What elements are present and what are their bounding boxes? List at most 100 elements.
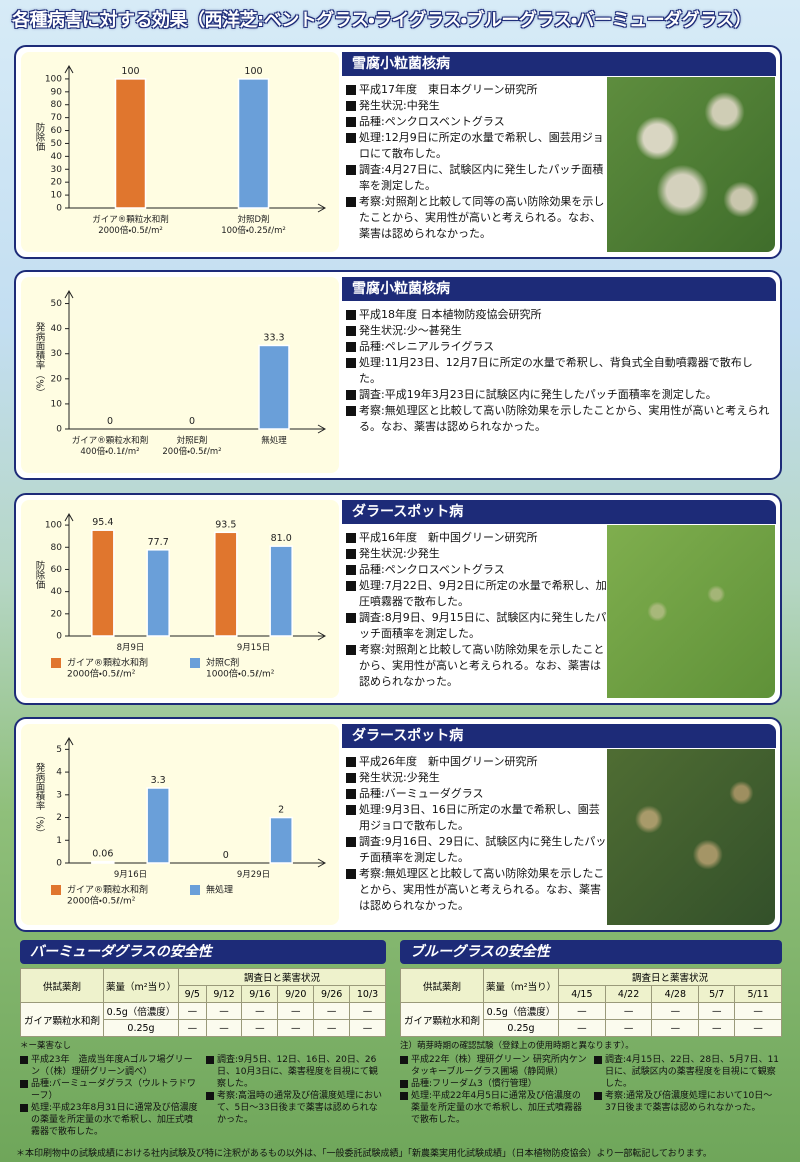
result-cell: — <box>604 1019 653 1037</box>
bullet: 調査:9月16日、29日に、試験区内に発生したパッチ面積率を測定した。 <box>346 834 608 866</box>
bullet: 処理:9月3日、16日に所定の水量で希釈し、園芸用ジョロで散布した。 <box>346 802 608 834</box>
date-cell: 9/26 <box>313 985 351 1003</box>
y-tick-label: 30 <box>51 349 63 359</box>
result-cell: — <box>698 1002 736 1020</box>
result-cell: — <box>651 1019 700 1037</box>
value-label: 81.0 <box>271 533 292 544</box>
y-axis-label: 防除価 <box>34 122 46 151</box>
value-label: 3.3 <box>151 775 166 786</box>
bullet: 平成17年度 東日本グリーン研究所 <box>346 82 608 98</box>
bullet: 品種:バーミューダグラス <box>346 786 608 802</box>
table-note: ＊ー薬害なし <box>20 1041 72 1051</box>
bullet: 調査:平成19年3月23日に試験区内に発生したパッチ面積率を測定した。 <box>346 387 774 403</box>
bullet: 処理:平成23年8月31日に通常及び倍濃度の薬量を所定量の水で希釈し、加圧式噴霧… <box>20 1102 200 1138</box>
bullet: 発生状況:少発生 <box>346 546 608 562</box>
product-cell: ガイア顆粒水和剤 <box>20 1002 104 1037</box>
y-tick-label: 3 <box>56 790 62 800</box>
result-cell: — <box>604 1002 653 1020</box>
safety-table: 供試薬剤 薬量（m²当り） 調査日と薬害状況 4/15 4/22 4/28 5/7 5/11 ガ… <box>400 968 782 1037</box>
legend-label: 無処理 <box>206 884 233 896</box>
value-label: 2 <box>278 805 284 816</box>
notes-column: 平成22年（株）理研グリーン 研究所内ケンタッキーブルーグラス圃場（静岡県） 品種… <box>400 1054 588 1126</box>
result-cell: — <box>558 1019 606 1037</box>
y-axis-label: 発病面積率（%） <box>34 762 46 838</box>
y-tick-label: 100 <box>45 74 62 84</box>
bullet: 考察:対照剤と比較して同等の高い防除効果を示したことから、実用性が高いと考えられ… <box>346 194 608 242</box>
axis-arrow <box>317 858 327 868</box>
axis-arrow <box>317 203 327 213</box>
y-tick-label: 0 <box>56 425 62 435</box>
result-cell: — <box>734 1002 782 1020</box>
photo <box>607 525 775 698</box>
x-tick-label: 9月16日 <box>114 870 147 880</box>
result-cell: — <box>205 1002 243 1020</box>
bullet: 処理:7月22日、9月2日に所定の水量で希釈し、加圧噴霧器で散布した。 <box>346 578 608 610</box>
bullet: 平成18年度 日本植物防疫協会研究所 <box>346 307 774 323</box>
y-tick-label: 40 <box>51 152 63 162</box>
result-cell: — <box>277 1002 315 1020</box>
date-cell: 9/5 <box>178 985 207 1003</box>
result-cell: — <box>313 1002 351 1020</box>
header-cell: 調査日と薬害状況 <box>178 968 386 986</box>
bullet: 処理:12月9日に所定の水量で希釈し、園芸用ジョロにて散布した。 <box>346 130 608 162</box>
bullet: 品種:ペンクロスベントグラス <box>346 562 608 578</box>
axis-arrow <box>64 289 74 299</box>
y-tick-label: 10 <box>51 399 63 409</box>
y-tick-label: 1 <box>56 836 62 846</box>
y-tick-label: 4 <box>56 768 62 778</box>
chart-area: 0 10 20 30 40 50 発病面積率（%） ガイア®顆粒水和剤 400倍・0.1ℓ/m²… <box>21 277 339 473</box>
y-tick-label: 2 <box>56 813 62 823</box>
result-cell: — <box>241 1019 279 1037</box>
dose-cell: 0.25g <box>483 1019 559 1037</box>
bar <box>237 78 270 209</box>
result-cell: — <box>698 1019 736 1037</box>
chart-area: 0 1 2 3 4 5 発病面積率（%） 9月16日 9月29日 0.06 0 ガイア®顆粒水和剤 20… <box>21 724 339 925</box>
value-label: 0 <box>189 416 195 427</box>
date-cell: 5/11 <box>734 985 782 1003</box>
axis-arrow <box>64 512 74 522</box>
table-note: 注）萌芽時期の確認試験（登録上の使用時期と異なります）。 <box>400 1041 634 1051</box>
legend-label: ガイア®顆粒水和剤 <box>67 884 148 896</box>
y-tick-label: 5 <box>56 745 62 755</box>
bullet: 考察:高温時の通常及び倍濃度処理において、5日～33日後まで薬害は認められなかっ… <box>206 1090 386 1126</box>
bullet: 処理:11月23日、12月7日に所定の水量で希釈し、背負式全自動噴霧器で散布した… <box>346 355 774 387</box>
bar <box>91 860 115 864</box>
result-cell: — <box>205 1019 243 1037</box>
panel-text: 平成17年度 東日本グリーン研究所 発生状況:中発生 品種:ペンクロスベントグラス処… <box>346 82 608 242</box>
axis-arrow <box>64 736 74 746</box>
bullet: 考察:無処理区と比較して高い防除効果を示したことから、実用性が高いと考えられる。… <box>346 866 608 914</box>
panel-title: ダラースポット病 <box>342 500 776 524</box>
y-tick-label: 50 <box>51 139 63 149</box>
y-tick-label: 20 <box>51 374 63 384</box>
bullet: 考察:無処理区と比較して高い防除効果を示したことから、実用性が高いと考えられる。… <box>346 403 774 435</box>
y-axis-label: 防除価 <box>34 560 46 589</box>
bullet: 発生状況:少～甚発生 <box>346 323 774 339</box>
bullet: 平成26年度 新中国グリーン研究所 <box>346 754 608 770</box>
y-tick-label: 10 <box>51 191 63 201</box>
data-row: 0.25g — — — — — — <box>21 1019 386 1037</box>
page-title: 各種病害に対する効果（西洋芝:ベントグラス・ライグラス・ブルーグラス・バーミュー… <box>12 10 752 31</box>
x-tick-label: 対照E剤 <box>177 435 208 446</box>
y-tick-label: 0 <box>56 632 62 642</box>
y-tick-label: 20 <box>51 609 63 619</box>
x-tick-label: ガイア®顆粒水和剤 <box>92 214 169 225</box>
x-tick-label: 400倍・0.1ℓ/m² <box>80 446 139 457</box>
data-row: ガイア顆粒水和剤 0.5g（倍濃度） — — — — — <box>400 1002 782 1037</box>
bullet: 考察:通常及び倍濃度処理において10日～37日後まで薬害は認められなかった。 <box>594 1090 782 1114</box>
footer-note: ＊本印刷物中の試験成績における社内試験及び特に注釈があるもの以外は、「一般委託試… <box>16 1149 712 1159</box>
value-label: 77.7 <box>148 537 169 548</box>
section-title: ブルーグラスの安全性 <box>400 940 782 964</box>
bar <box>269 545 293 637</box>
result-cell: — <box>558 1002 606 1020</box>
notes-column: 調査:4月15日、22日、28日、5月7日、11日に、試験区内の薬害程度を目視に… <box>594 1054 782 1126</box>
panel-title: ダラースポット病 <box>342 724 776 748</box>
notes: 平成22年（株）理研グリーン 研究所内ケンタッキーブルーグラス圃場（静岡県） 品種… <box>400 1054 782 1126</box>
chart: 0 20 40 60 80 100 防除価 8月9日 9月15日 95.4 93.5 ガイア®顆粒水和… <box>34 512 327 680</box>
bullet: 平成22年（株）理研グリーン 研究所内ケンタッキーブルーグラス圃場（静岡県） <box>400 1054 588 1078</box>
value-label: 100 <box>121 66 139 77</box>
date-cell: 4/28 <box>651 985 700 1003</box>
data-row: 0.25g — — — — — <box>401 1019 782 1037</box>
result-cell: — <box>241 1002 279 1020</box>
date-cell: 9/12 <box>205 985 243 1003</box>
notes: 平成23年 造成当年度Aゴルフ場グリーン（（株）理研グリーン調べ） 品種:バーミュ… <box>20 1054 386 1138</box>
